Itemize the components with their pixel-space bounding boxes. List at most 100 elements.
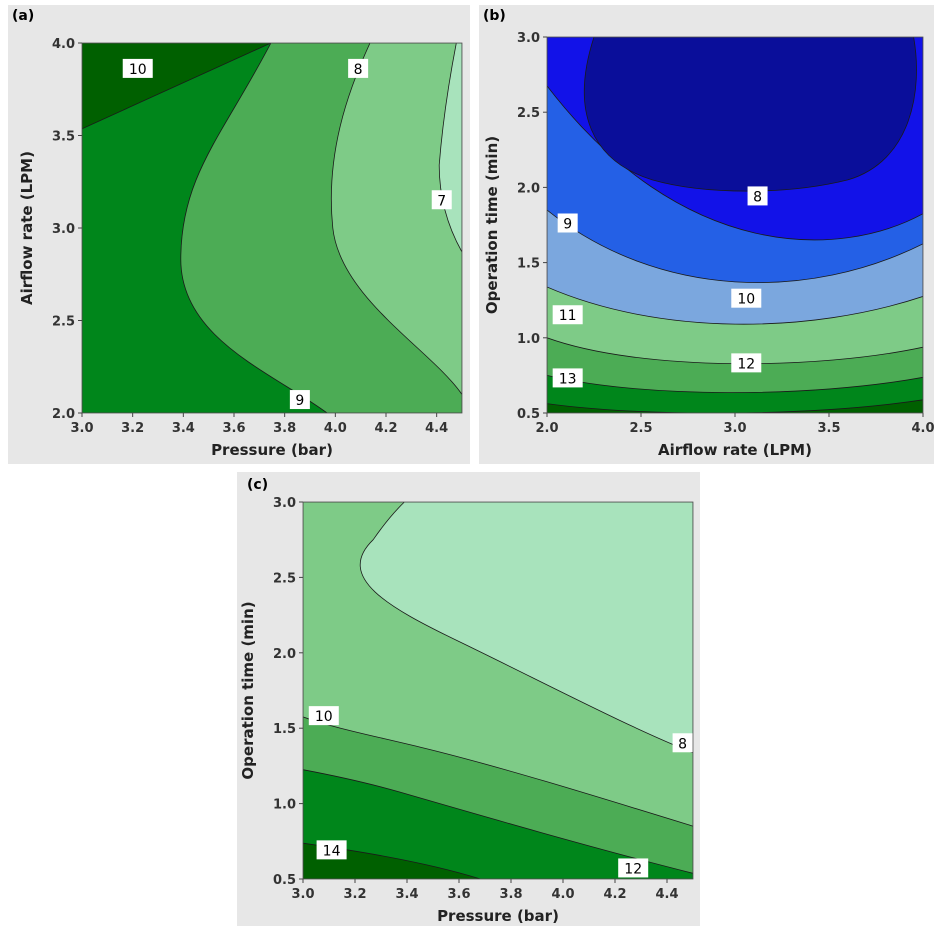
x-tick-label: 2.5 bbox=[629, 421, 652, 436]
contour-panel-b: 2.0 2.5 3.0 3.5 4.0 0.5 1.0 1.5 2.0 2.5 3.0 Airflow… bbox=[479, 5, 935, 464]
contour-label-text: 10 bbox=[315, 709, 333, 725]
x-axis-label: Pressure (bar) bbox=[437, 907, 559, 925]
contour-label-text: 8 bbox=[354, 62, 363, 78]
contour-label-box bbox=[618, 858, 649, 878]
x-tick-label: 4.2 bbox=[374, 421, 397, 436]
x-tick-label: 4.4 bbox=[655, 887, 678, 902]
contour-fill-group bbox=[303, 502, 693, 879]
x-tick-label: 3.5 bbox=[817, 421, 840, 436]
contour-label: 13 bbox=[552, 368, 583, 388]
contour-fill-group bbox=[547, 37, 923, 413]
contour-label-box bbox=[552, 305, 583, 325]
x-tick-label: 3.4 bbox=[395, 887, 418, 902]
contour-label-text: 7 bbox=[437, 193, 446, 209]
x-tick-label: 3.6 bbox=[447, 887, 470, 902]
contour-panel-c: 3.0 3.2 3.4 3.6 3.8 4.0 4.2 4.4 0.5 1.0 1.5 2.0 2.5 3… bbox=[237, 472, 700, 926]
contour-region-7-8 bbox=[330, 43, 462, 396]
contour-label-box bbox=[348, 58, 369, 78]
y-tick-label: 0.5 bbox=[517, 407, 540, 422]
panel-label: (b) bbox=[483, 8, 506, 24]
contour-label-box bbox=[747, 186, 768, 206]
x-tick-label: 3.8 bbox=[273, 421, 296, 436]
contour-label: 7 bbox=[431, 190, 452, 210]
contour-label-box bbox=[289, 390, 310, 410]
contour-label-text: 9 bbox=[295, 393, 304, 409]
y-tick-label: 3.0 bbox=[273, 496, 296, 511]
plot-frame bbox=[302, 501, 694, 880]
y-tick-label: 4.0 bbox=[52, 37, 75, 52]
contour-label-box bbox=[731, 288, 762, 308]
y-axis-label: Operation time (min) bbox=[483, 136, 501, 314]
y-axis-label: Operation time (min) bbox=[239, 601, 257, 779]
x-axis-label: Airflow rate (LPM) bbox=[658, 441, 812, 459]
contour-region-below-8 bbox=[359, 502, 693, 754]
contour-label-box bbox=[308, 706, 339, 726]
contour-label: 9 bbox=[289, 390, 310, 410]
panel-label: (a) bbox=[12, 8, 34, 24]
x-tick-label: 2.0 bbox=[535, 421, 558, 436]
x-tick-label: 4.0 bbox=[551, 887, 574, 902]
contour-label: 11 bbox=[552, 305, 583, 325]
x-tick-label: 3.2 bbox=[121, 421, 144, 436]
y-tick-label: 2.0 bbox=[52, 407, 75, 422]
contour-label-text: 14 bbox=[323, 843, 341, 859]
contour-label-text: 8 bbox=[678, 736, 687, 752]
panel-label: (c) bbox=[247, 477, 268, 493]
x-tick-label: 4.2 bbox=[603, 887, 626, 902]
x-tick-label: 3.0 bbox=[70, 421, 93, 436]
x-tick-label: 3.8 bbox=[499, 887, 522, 902]
x-tick-label: 4.4 bbox=[425, 421, 448, 436]
y-axis-label: Airflow rate (LPM) bbox=[18, 151, 36, 305]
x-axis-label: Pressure (bar) bbox=[211, 441, 333, 459]
contour-label-box bbox=[557, 213, 578, 233]
x-tick-label: 3.6 bbox=[222, 421, 245, 436]
y-tick-label: 2.0 bbox=[517, 181, 540, 196]
contour-label-text: 10 bbox=[129, 62, 147, 78]
y-tick-label: 3.0 bbox=[517, 31, 540, 46]
contour-label: 10 bbox=[122, 58, 153, 78]
contour-label-box bbox=[731, 353, 762, 373]
x-tick-label: 4.0 bbox=[911, 421, 934, 436]
y-tick-label: 1.0 bbox=[273, 798, 296, 813]
contour-label: 12 bbox=[731, 353, 762, 373]
contour-label-text: 8 bbox=[753, 189, 762, 205]
contour-plot-c: 3.0 3.2 3.4 3.6 3.8 4.0 4.2 4.4 0.5 1.0 1.5 2.0 2.5 3… bbox=[239, 477, 694, 925]
contour-label-box bbox=[316, 840, 347, 860]
contour-label-text: 12 bbox=[624, 861, 642, 877]
contour-label: 12 bbox=[618, 858, 649, 878]
contour-label: 10 bbox=[731, 288, 762, 308]
contour-label-box bbox=[552, 368, 583, 388]
contour-label-text: 9 bbox=[563, 216, 572, 232]
x-tick-label: 3.2 bbox=[343, 887, 366, 902]
contour-panel-a: 3.0 3.2 3.4 3.6 3.8 4.0 4.2 4.4 2.0 2.5 3.0 3.5 4.0 P… bbox=[8, 5, 470, 464]
contour-label: 10 bbox=[308, 706, 339, 726]
x-tick-label: 4.0 bbox=[324, 421, 347, 436]
y-tick-label: 3.5 bbox=[52, 130, 75, 145]
y-tick-label: 2.0 bbox=[273, 647, 296, 662]
y-tick-label: 1.5 bbox=[273, 722, 296, 737]
contour-label-text: 11 bbox=[559, 308, 577, 324]
contour-label-box bbox=[122, 58, 153, 78]
y-tick-label: 1.5 bbox=[517, 257, 540, 272]
y-tick-label: 1.0 bbox=[517, 332, 540, 347]
y-tick-label: 3.0 bbox=[52, 222, 75, 237]
contour-label-text: 10 bbox=[737, 292, 755, 308]
y-tick-label: 2.5 bbox=[517, 106, 540, 121]
contour-label-box bbox=[672, 733, 693, 753]
y-tick-label: 2.5 bbox=[52, 315, 75, 330]
contour-region-below-7 bbox=[583, 37, 917, 192]
x-tick-label: 3.0 bbox=[291, 887, 314, 902]
contour-label: 9 bbox=[557, 213, 578, 233]
contour-plot-b: 2.0 2.5 3.0 3.5 4.0 0.5 1.0 1.5 2.0 2.5 3.0 Airflow… bbox=[483, 8, 935, 459]
contour-label-text: 13 bbox=[559, 371, 577, 387]
contour-label: 8 bbox=[348, 58, 369, 78]
contour-fill-group bbox=[82, 43, 462, 413]
x-tick-label: 3.4 bbox=[172, 421, 195, 436]
contour-label: 8 bbox=[747, 186, 768, 206]
y-tick-label: 0.5 bbox=[273, 873, 296, 888]
contour-label-text: 12 bbox=[737, 356, 755, 372]
contour-label: 8 bbox=[672, 733, 693, 753]
contour-label: 14 bbox=[316, 840, 347, 860]
contour-label-box bbox=[431, 190, 452, 210]
x-tick-label: 3.0 bbox=[723, 421, 746, 436]
